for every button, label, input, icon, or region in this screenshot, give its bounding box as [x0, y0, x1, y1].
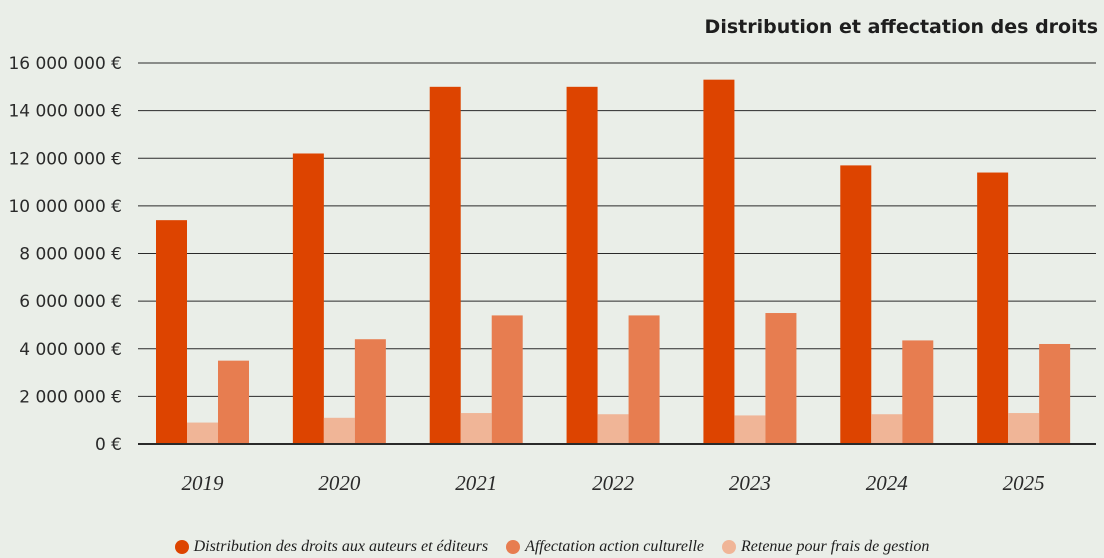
- y-tick-label: 16 000 000 €: [8, 54, 122, 74]
- legend-label: Distribution des droits aux auteurs et é…: [193, 538, 489, 555]
- bar: [840, 165, 872, 445]
- x-tick-label: 2022: [592, 471, 635, 495]
- y-tick-label: 2 000 000 €: [19, 387, 122, 407]
- x-tick-label: 2025: [1003, 471, 1045, 495]
- y-tick-label: 6 000 000 €: [19, 292, 122, 312]
- x-tick-label: 2020: [318, 471, 361, 495]
- legend-label: Affectation action culturelle: [525, 538, 704, 555]
- y-tick-label: 8 000 000 €: [19, 245, 122, 265]
- bar: [628, 315, 660, 444]
- legend-label: Retenue pour frais de gestion: [741, 538, 930, 555]
- bar: [491, 315, 523, 444]
- x-tick-label: 2019: [182, 471, 225, 495]
- bar: [765, 313, 797, 444]
- x-tick-label: 2023: [729, 471, 771, 495]
- bar: [460, 413, 492, 444]
- bar: [292, 153, 324, 445]
- bar: [323, 417, 355, 444]
- x-tick-label: 2024: [866, 471, 909, 495]
- y-tick-label: 14 000 000 €: [8, 102, 122, 122]
- y-tick-label: 0 €: [95, 435, 122, 455]
- bar: [218, 360, 249, 444]
- bar: [187, 422, 218, 444]
- bar: [1039, 343, 1071, 444]
- legend-dot-icon: [506, 540, 521, 554]
- legend: Distribution des droits aux auteurs et é…: [0, 538, 1104, 556]
- legend-dot-icon: [174, 540, 189, 554]
- y-axis-ticks: 0 € 2 000 000 € 4 000 000 € 6 000 000 € 8 00…: [8, 54, 122, 455]
- bar: [703, 79, 735, 444]
- bar: [902, 340, 934, 444]
- legend-item-frais-gestion: Retenue pour frais de gestion: [722, 538, 929, 556]
- bar: [597, 414, 629, 444]
- x-axis-ticks: 2019 2020 2021 2022 2023 2024 2025: [182, 471, 1045, 495]
- bar: [734, 415, 766, 444]
- y-tick-label: 12 000 000 €: [8, 149, 122, 169]
- y-tick-label: 10 000 000 €: [8, 197, 122, 217]
- bar: [156, 220, 187, 444]
- bars: [156, 79, 1071, 445]
- bar: [354, 339, 386, 444]
- bar: [566, 86, 598, 444]
- bar: [977, 172, 1009, 444]
- legend-dot-icon: [722, 540, 736, 554]
- legend-item-distribution: Distribution des droits aux auteurs et é…: [174, 538, 489, 556]
- legend-item-action-culturelle: Affectation action culturelle: [506, 538, 704, 556]
- chart-title: Distribution et affectation des droits: [704, 16, 1098, 38]
- bar: [1008, 413, 1040, 444]
- bar: [429, 86, 461, 444]
- y-tick-label: 4 000 000 €: [19, 340, 122, 360]
- x-tick-label: 2021: [455, 471, 497, 495]
- bar: [871, 414, 903, 444]
- bar-chart: 0 € 2 000 000 € 4 000 000 € 6 000 000 € 8 00…: [8, 54, 1096, 495]
- grid-lines: [138, 62, 1096, 397]
